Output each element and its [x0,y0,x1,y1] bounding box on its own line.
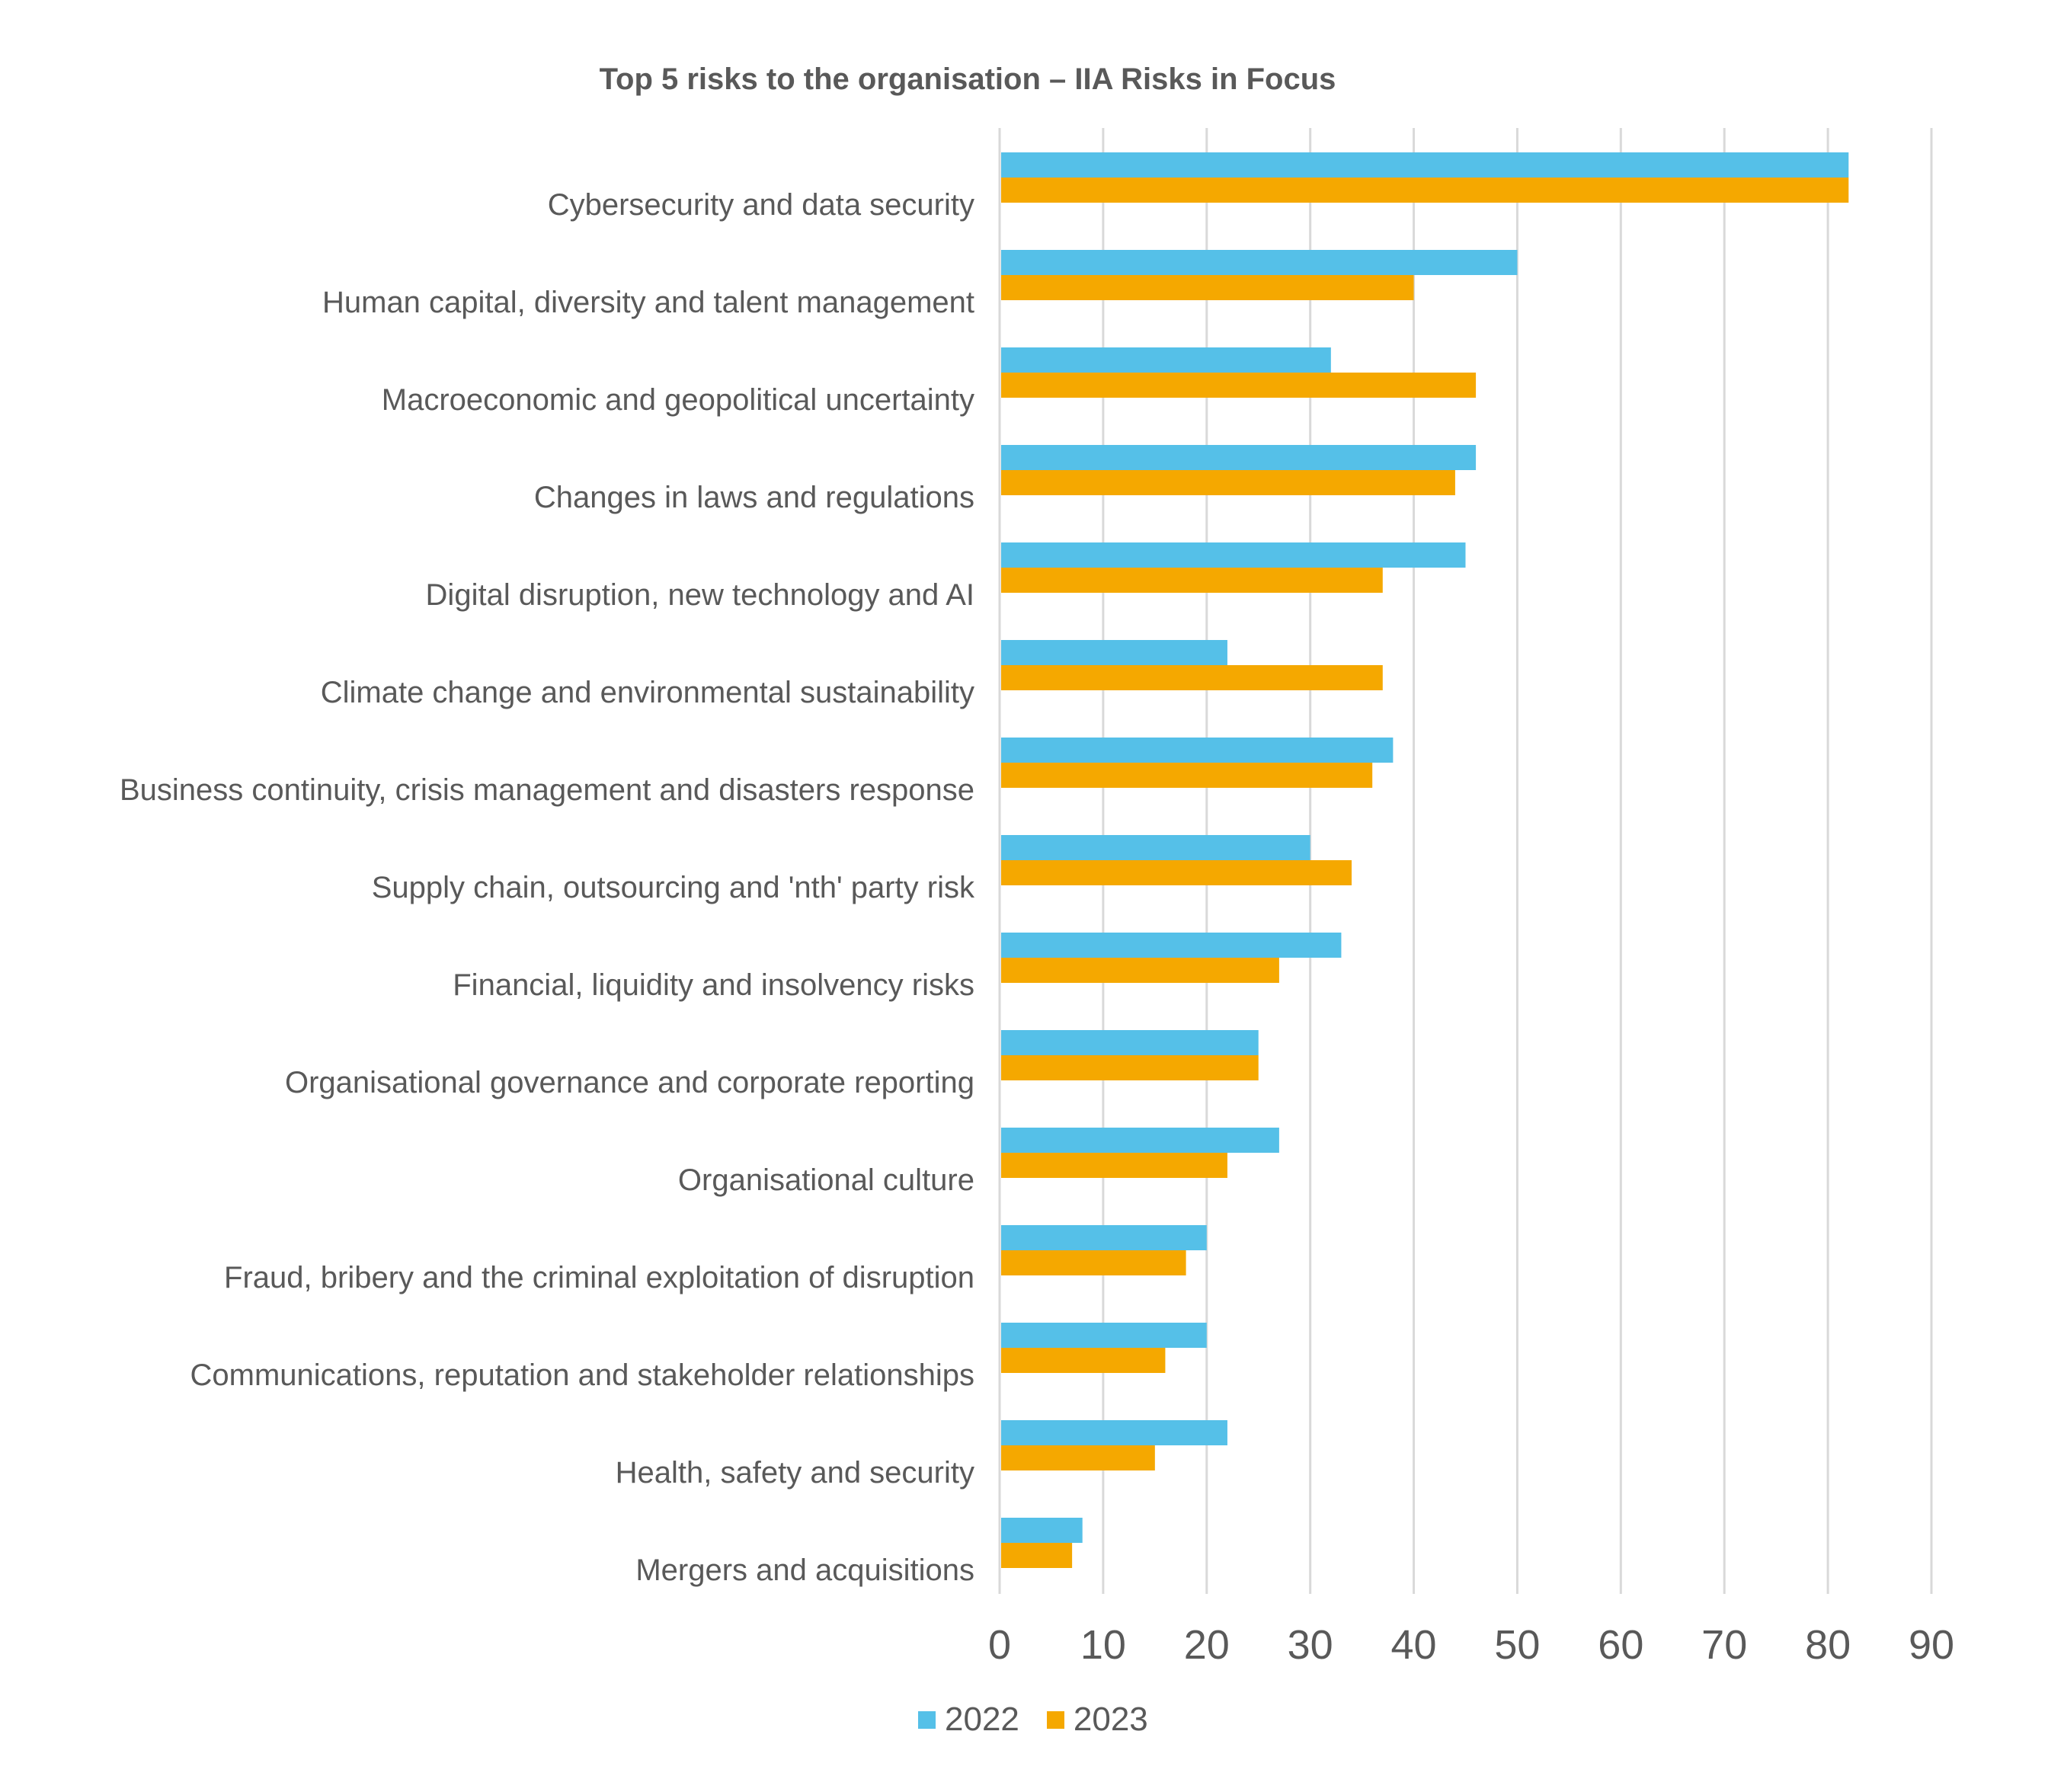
bar-2023 [1001,1445,1155,1470]
category-label: Climate change and environmental sustain… [320,676,974,709]
category-label: Mergers and acquisitions [635,1554,974,1587]
bar-2022 [1001,1518,1083,1543]
x-tick-label: 70 [1701,1622,1748,1668]
bar-2022 [1001,1323,1207,1348]
category-label: Organisational culture [677,1163,974,1197]
x-tick-label: 10 [1080,1622,1126,1668]
x-tick-label: 60 [1598,1622,1644,1668]
bar-2023 [1001,1250,1186,1275]
bar-2023 [1001,958,1279,983]
bar-2022 [1001,250,1518,275]
bar-2023 [1001,568,1383,593]
bar-2023 [1001,470,1455,495]
legend-swatch-2023 [1046,1710,1064,1729]
legend-item-2023: 2023 [1046,1701,1148,1739]
bar-2022 [1001,738,1394,763]
bar-2022 [1001,640,1227,665]
legend-swatch-2022 [918,1710,936,1729]
bar-2023 [1001,1153,1227,1178]
bar-2023 [1001,665,1383,690]
category-label: Health, safety and security [615,1456,974,1490]
category-label: Supply chain, outsourcing and 'nth' part… [371,871,974,904]
bar-2022 [1001,835,1310,860]
category-label: Communications, reputation and stakehold… [190,1358,974,1392]
bar-2023 [1001,275,1414,300]
bar-2022 [1001,1128,1279,1153]
x-tick-label: 0 [987,1622,1012,1668]
category-label: Cybersecurity and data security [547,188,974,222]
bar-2022 [1001,152,1849,178]
category-label: Financial, liquidity and insolvency risk… [453,968,974,1002]
bar-2023 [1001,1543,1073,1568]
x-tick-label: 30 [1287,1622,1333,1668]
x-tick-label: 40 [1390,1622,1437,1668]
bar-2023 [1001,763,1373,788]
bar-2022 [1001,347,1331,373]
bar-2022 [1001,1420,1227,1445]
x-tick-label: 50 [1494,1622,1541,1668]
bar-2022 [1001,445,1477,470]
category-label: Organisational governance and corporate … [284,1066,974,1099]
x-tick-label: 80 [1805,1622,1851,1668]
x-tick-label: 90 [1908,1622,1955,1668]
legend: 2022 2023 [918,1701,1176,1739]
bar-2023 [1001,178,1849,203]
legend-label-2023: 2023 [1073,1701,1148,1738]
bar-2023 [1001,1055,1259,1080]
legend-label-2022: 2022 [945,1701,1019,1738]
chart-title: Top 5 risks to the organisation – IIA Ri… [599,62,1336,96]
bar-2022 [1001,542,1466,568]
category-label: Human capital, diversity and talent mana… [322,286,974,319]
category-label: Macroeconomic and geopolitical uncertain… [381,383,974,417]
category-label: Fraud, bribery and the criminal exploita… [224,1261,974,1294]
category-label: Changes in laws and regulations [533,481,974,514]
bar-2022 [1001,1225,1207,1250]
category-label: Digital disruption, new technology and A… [425,578,974,612]
category-label: Business continuity, crisis management a… [119,773,974,807]
bar-2023 [1001,860,1352,885]
legend-item-2022: 2022 [918,1701,1019,1739]
x-tick-label: 20 [1183,1622,1230,1668]
bar-2023 [1001,373,1477,398]
bar-2023 [1001,1348,1166,1373]
bar-2022 [1001,933,1342,958]
bar-2022 [1001,1030,1259,1055]
